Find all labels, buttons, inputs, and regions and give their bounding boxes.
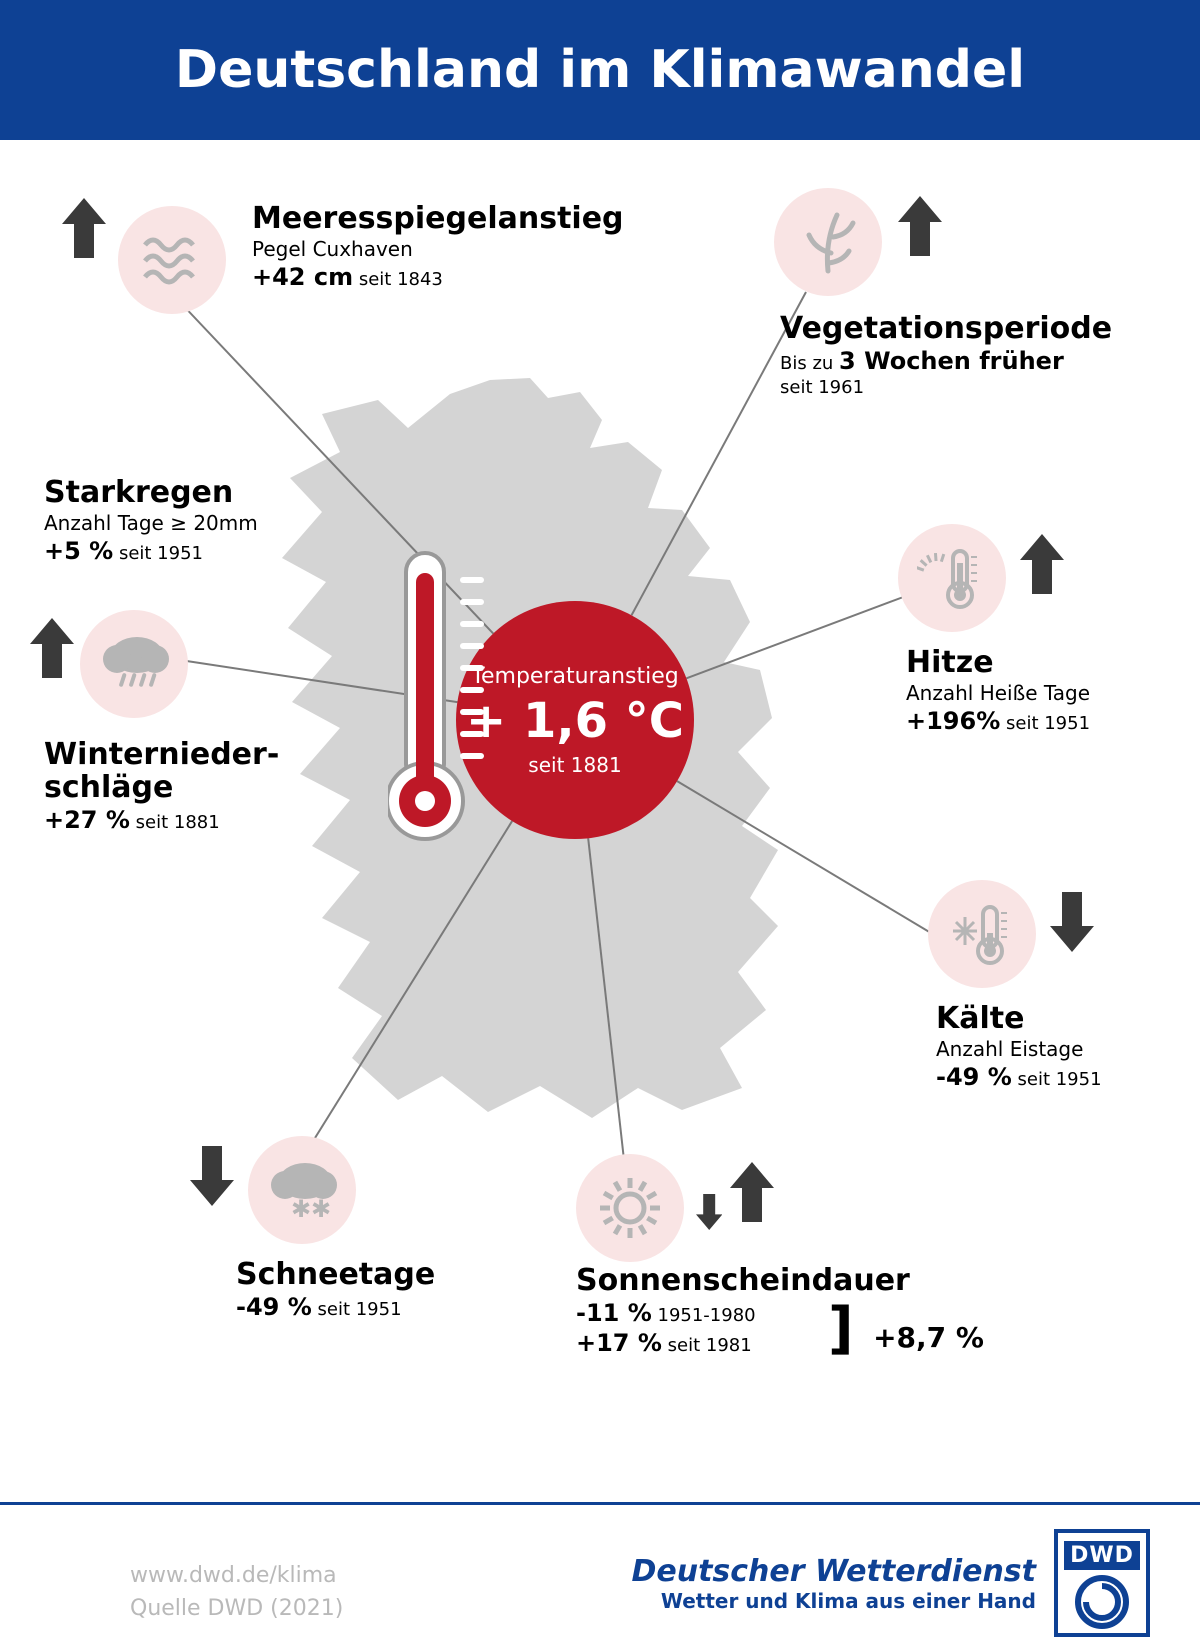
hitze-arrow-up-icon bbox=[1020, 534, 1064, 594]
sonne-bracket: ] +8,7 % bbox=[828, 1296, 984, 1361]
veg-icon bbox=[774, 188, 882, 296]
footer-brand: Deutscher Wetterdienst Wetter und Klima … bbox=[631, 1529, 1150, 1637]
schnee-icon: ✱ ✱ bbox=[248, 1136, 356, 1244]
sonne-arrow-up-icon bbox=[730, 1162, 774, 1222]
veg-text: VegetationsperiodeBis zu 3 Wochen früher… bbox=[780, 312, 1112, 398]
schnee-arrow-down-icon bbox=[190, 1146, 234, 1206]
svg-text:✱: ✱ bbox=[311, 1195, 331, 1223]
hitze-icon bbox=[898, 524, 1006, 632]
sonne-icon bbox=[576, 1154, 684, 1262]
kaelte-text: KälteAnzahl Eistage-49 % seit 1951 bbox=[936, 1002, 1102, 1091]
brand-text: Deutscher Wetterdienst Wetter und Klima … bbox=[631, 1554, 1036, 1613]
stark-text: StarkregenAnzahl Tage ≥ 20mm+5 % seit 19… bbox=[44, 476, 258, 565]
schnee-text: Schneetage-49 % seit 1951 bbox=[236, 1258, 435, 1321]
kaelte-arrow-down-icon bbox=[1050, 892, 1094, 952]
dwd-logo-swirl bbox=[1074, 1574, 1130, 1630]
page-title: Deutschland im Klimawandel bbox=[175, 40, 1025, 100]
center-label-bottom: seit 1881 bbox=[528, 753, 621, 777]
footer-source-text: Quelle DWD (2021) bbox=[130, 1592, 343, 1625]
winter-text: Winternieder-schläge+27 % seit 1881 bbox=[44, 738, 279, 834]
thermometer-icon bbox=[388, 543, 508, 853]
svg-text:✱: ✱ bbox=[291, 1195, 311, 1223]
header-bar: Deutschland im Klimawandel bbox=[0, 0, 1200, 140]
footer-source: www.dwd.de/klima Quelle DWD (2021) bbox=[130, 1529, 343, 1625]
kaelte-icon bbox=[928, 880, 1036, 988]
brand-line2: Wetter und Klima aus einer Hand bbox=[631, 1589, 1036, 1613]
stark-arrow-up-icon bbox=[30, 618, 74, 678]
sea-text: MeeresspiegelanstiegPegel Cuxhaven+42 cm… bbox=[252, 202, 624, 291]
dwd-logo-text: DWD bbox=[1064, 1541, 1140, 1570]
sea-arrow-up-icon bbox=[62, 198, 106, 258]
footer: www.dwd.de/klima Quelle DWD (2021) Deuts… bbox=[0, 1502, 1200, 1652]
sea-icon bbox=[118, 206, 226, 314]
footer-url: www.dwd.de/klima bbox=[130, 1559, 343, 1592]
infographic-canvas: Temperaturanstieg + 1,6 °C seit 1881 Mee… bbox=[0, 140, 1200, 1440]
stark-icon bbox=[80, 610, 188, 718]
dwd-logo: DWD bbox=[1054, 1529, 1150, 1637]
brand-line1: Deutscher Wetterdienst bbox=[631, 1554, 1036, 1589]
veg-arrow-up-icon bbox=[898, 196, 942, 256]
hitze-text: HitzeAnzahl Heiße Tage+196% seit 1951 bbox=[906, 646, 1090, 735]
